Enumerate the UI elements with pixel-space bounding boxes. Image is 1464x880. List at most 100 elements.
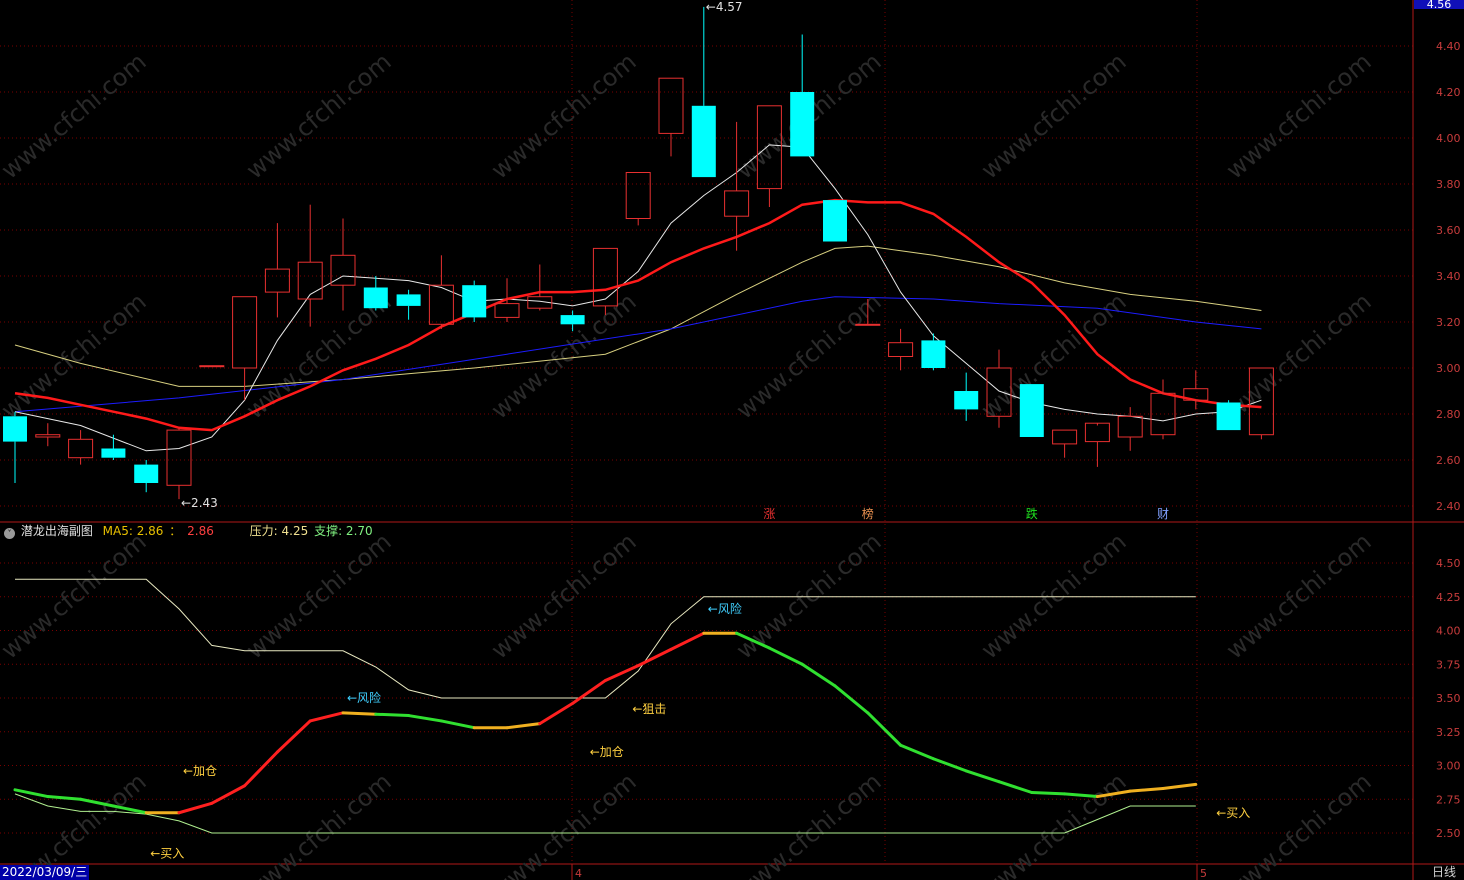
support-value: 支撑: 2.70	[314, 524, 373, 538]
period-selector[interactable]: 日线	[1431, 865, 1456, 879]
event-marker: 跌	[1026, 506, 1038, 521]
pressure-value: 压力: 4.25	[249, 524, 309, 538]
candle-body[interactable]	[1216, 402, 1241, 431]
y-tick-label: 3.50	[1436, 692, 1461, 705]
candle-body[interactable]	[396, 294, 421, 306]
price-annotation: ←4.57	[706, 0, 743, 14]
candle-body[interactable]	[921, 340, 946, 368]
ma5-segment	[538, 701, 575, 726]
candle-body[interactable]	[1019, 384, 1044, 437]
signal-annotation: ←加仓	[590, 745, 624, 759]
ma5-segment	[1063, 792, 1099, 799]
candle-body[interactable]	[790, 92, 815, 157]
ma5-segment	[931, 757, 968, 773]
candle-body[interactable]	[658, 77, 684, 134]
candle-body[interactable]	[691, 105, 716, 178]
candle-body[interactable]	[462, 285, 487, 318]
y-tick-label: 2.50	[1436, 827, 1461, 840]
event-marker: 财	[1157, 507, 1169, 521]
ma5-segment	[1161, 782, 1198, 790]
month-label: 5	[1200, 867, 1207, 880]
candle-body[interactable]	[1117, 415, 1143, 438]
candle-body[interactable]	[954, 391, 979, 410]
candle-body[interactable]	[330, 254, 356, 286]
price-annotation: ←2.43	[181, 496, 218, 510]
candle-body[interactable]	[363, 287, 388, 309]
y-tick-label: 2.60	[1436, 454, 1461, 467]
y-tick-label: 2.40	[1436, 500, 1461, 513]
ma5-segment	[997, 780, 1034, 794]
ma5-segment	[275, 719, 312, 754]
ma-line-red	[14, 198, 1262, 432]
candle-body[interactable]	[823, 200, 847, 242]
indicator-header: ˅ 潜龙出海副图 MA5: 2.86 ： 2.86 压力: 4.25 支撑: 2…	[4, 523, 375, 539]
ma5-segment	[866, 711, 903, 747]
candle-body[interactable]	[560, 315, 585, 325]
event-marker: 涨	[763, 506, 775, 521]
signal-annotation: ←风险	[708, 601, 742, 616]
ma5-value2: 2.86	[187, 524, 214, 538]
candle-body[interactable]	[986, 367, 1012, 417]
ma5-segment	[13, 788, 50, 799]
candle-body[interactable]	[1248, 367, 1274, 436]
month-label: 4	[575, 867, 582, 880]
event-marker: 榜	[862, 506, 874, 521]
current-price-tag: 4.56	[1414, 0, 1464, 9]
y-tick-label: 3.25	[1436, 726, 1461, 739]
ma5-segment	[833, 684, 870, 715]
indicator-title: 潜龙出海副图	[20, 524, 93, 538]
y-tick-label: 4.00	[1436, 132, 1461, 145]
candle-body[interactable]	[888, 342, 914, 358]
ma5-segment	[1095, 789, 1132, 799]
candle-body[interactable]	[1150, 392, 1176, 436]
candle-body[interactable]	[428, 284, 454, 325]
ma5-segment	[669, 631, 706, 651]
candle-body[interactable]	[199, 365, 225, 368]
ma5-segment	[800, 662, 837, 688]
signal-annotation: ←风险	[347, 690, 381, 705]
y-tick-label: 3.75	[1436, 658, 1461, 671]
y-tick-label: 3.80	[1436, 178, 1461, 191]
candle-body[interactable]	[1084, 422, 1110, 443]
ma-line-yellow	[14, 245, 1262, 387]
candle-body[interactable]	[166, 429, 192, 486]
support-line	[14, 793, 1196, 834]
candle-body[interactable]	[1183, 388, 1209, 401]
pressure-line	[15, 578, 1196, 699]
ma5-separator: ：	[169, 524, 182, 538]
ma5-segment	[46, 795, 83, 801]
candle-body[interactable]	[494, 303, 520, 318]
ma5-segment	[571, 678, 607, 705]
candle-body[interactable]	[264, 268, 290, 293]
ma5-segment	[439, 719, 476, 730]
candle-body[interactable]	[592, 247, 618, 307]
candle-body[interactable]	[68, 438, 94, 459]
cursor-date: 2022/03/09/三	[0, 865, 90, 880]
ma5-segment	[767, 646, 804, 666]
candle-body[interactable]	[134, 464, 159, 483]
candle-body[interactable]	[297, 261, 323, 300]
ma5-segment	[899, 743, 935, 761]
candle-body[interactable]	[3, 416, 27, 442]
candle-body[interactable]	[101, 448, 126, 458]
ma5-segment	[177, 801, 214, 815]
candle-body[interactable]	[756, 105, 782, 190]
y-tick-label: 4.20	[1436, 86, 1461, 99]
signal-annotation: ←买入	[150, 846, 184, 860]
candle-body[interactable]	[625, 172, 651, 219]
signal-annotation: ←狙击	[632, 702, 666, 716]
candle-body[interactable]	[527, 296, 553, 309]
candle-body[interactable]	[1052, 429, 1078, 445]
collapse-icon[interactable]: ˅	[4, 528, 15, 539]
y-tick-label: 3.00	[1436, 760, 1461, 773]
ma5-segment	[79, 797, 115, 808]
candle-body[interactable]	[35, 434, 61, 438]
candle-body[interactable]	[232, 296, 258, 369]
ma5-segment	[505, 722, 542, 730]
candle-body[interactable]	[724, 190, 750, 217]
candle-body[interactable]	[855, 323, 881, 326]
ma5-segment	[964, 769, 1001, 784]
y-tick-label: 2.75	[1436, 793, 1461, 806]
